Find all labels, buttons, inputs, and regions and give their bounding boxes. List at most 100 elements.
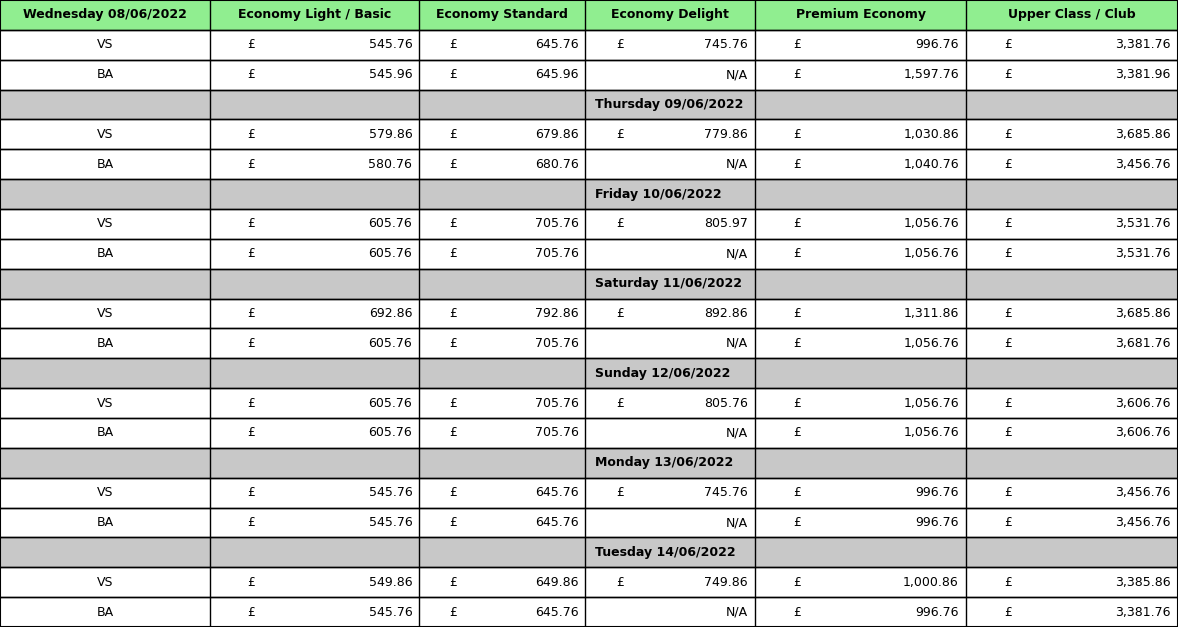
Text: 996.76: 996.76 [915, 606, 959, 619]
Text: 705.76: 705.76 [535, 337, 578, 350]
Text: 1,056.76: 1,056.76 [904, 247, 959, 260]
Text: Economy Light / Basic: Economy Light / Basic [238, 8, 391, 21]
Text: £: £ [449, 576, 457, 589]
Text: 605.76: 605.76 [369, 218, 412, 231]
Text: £: £ [247, 606, 256, 619]
Text: £: £ [449, 158, 457, 171]
Text: £: £ [793, 38, 801, 51]
Text: £: £ [449, 426, 457, 440]
Text: Sunday 12/06/2022: Sunday 12/06/2022 [595, 367, 730, 380]
Text: £: £ [247, 128, 256, 141]
Bar [0, 298, 1178, 329]
Text: 680.76: 680.76 [535, 158, 578, 171]
Bar [0, 179, 1178, 209]
Text: 3,456.76: 3,456.76 [1116, 486, 1171, 499]
Text: £: £ [616, 486, 624, 499]
Bar [0, 418, 1178, 448]
Text: BA: BA [97, 68, 113, 81]
Bar [0, 597, 1178, 627]
Text: £: £ [449, 38, 457, 51]
Text: £: £ [793, 337, 801, 350]
Text: 1,597.76: 1,597.76 [904, 68, 959, 81]
Text: £: £ [449, 516, 457, 529]
Text: Saturday 11/06/2022: Saturday 11/06/2022 [595, 277, 742, 290]
Bar [0, 358, 1178, 388]
Text: 3,531.76: 3,531.76 [1116, 218, 1171, 231]
Text: £: £ [793, 576, 801, 589]
Text: 1,056.76: 1,056.76 [904, 218, 959, 231]
Text: 1,056.76: 1,056.76 [904, 426, 959, 440]
Text: £: £ [1004, 426, 1012, 440]
Text: £: £ [449, 218, 457, 231]
Text: N/A: N/A [726, 337, 748, 350]
Text: 645.76: 645.76 [535, 606, 578, 619]
Text: N/A: N/A [726, 516, 748, 529]
Text: 605.76: 605.76 [369, 426, 412, 440]
Bar [0, 119, 1178, 149]
Text: VS: VS [97, 218, 113, 231]
Text: 805.76: 805.76 [704, 396, 748, 409]
Text: BA: BA [97, 158, 113, 171]
Text: Economy Standard: Economy Standard [437, 8, 568, 21]
Text: 1,030.86: 1,030.86 [904, 128, 959, 141]
Text: 996.76: 996.76 [915, 38, 959, 51]
Text: 3,606.76: 3,606.76 [1116, 396, 1171, 409]
Text: 1,056.76: 1,056.76 [904, 396, 959, 409]
Text: 3,681.76: 3,681.76 [1116, 337, 1171, 350]
Text: £: £ [247, 516, 256, 529]
Text: Thursday 09/06/2022: Thursday 09/06/2022 [595, 98, 743, 111]
Text: BA: BA [97, 606, 113, 619]
Text: 679.86: 679.86 [535, 128, 578, 141]
Text: 705.76: 705.76 [535, 218, 578, 231]
Text: 645.76: 645.76 [535, 486, 578, 499]
Text: £: £ [793, 516, 801, 529]
Bar [0, 149, 1178, 179]
Text: 3,456.76: 3,456.76 [1116, 158, 1171, 171]
Text: 1,000.86: 1,000.86 [904, 576, 959, 589]
Text: 545.76: 545.76 [369, 38, 412, 51]
Text: £: £ [1004, 606, 1012, 619]
Text: £: £ [247, 158, 256, 171]
Text: BA: BA [97, 516, 113, 529]
Text: 545.76: 545.76 [369, 606, 412, 619]
Text: Monday 13/06/2022: Monday 13/06/2022 [595, 456, 733, 469]
Text: Upper Class / Club: Upper Class / Club [1008, 8, 1136, 21]
Text: £: £ [793, 486, 801, 499]
Text: 605.76: 605.76 [369, 396, 412, 409]
Text: £: £ [247, 68, 256, 81]
Text: 792.86: 792.86 [535, 307, 578, 320]
Text: 892.86: 892.86 [704, 307, 748, 320]
Text: £: £ [247, 247, 256, 260]
Text: £: £ [793, 247, 801, 260]
Text: 545.76: 545.76 [369, 486, 412, 499]
Text: 1,056.76: 1,056.76 [904, 337, 959, 350]
Text: £: £ [793, 426, 801, 440]
Text: 745.76: 745.76 [704, 486, 748, 499]
Text: £: £ [449, 247, 457, 260]
Bar [0, 329, 1178, 358]
Text: 996.76: 996.76 [915, 486, 959, 499]
Text: N/A: N/A [726, 158, 748, 171]
Bar [0, 209, 1178, 239]
Text: 3,531.76: 3,531.76 [1116, 247, 1171, 260]
Text: 1,311.86: 1,311.86 [904, 307, 959, 320]
Text: N/A: N/A [726, 426, 748, 440]
Text: 649.86: 649.86 [535, 576, 578, 589]
Text: £: £ [1004, 516, 1012, 529]
Text: 692.86: 692.86 [369, 307, 412, 320]
Text: £: £ [616, 307, 624, 320]
Text: £: £ [1004, 218, 1012, 231]
Text: £: £ [616, 218, 624, 231]
Text: 805.97: 805.97 [704, 218, 748, 231]
Text: BA: BA [97, 247, 113, 260]
Text: £: £ [247, 576, 256, 589]
Text: £: £ [793, 128, 801, 141]
Text: £: £ [247, 396, 256, 409]
Text: N/A: N/A [726, 247, 748, 260]
Text: £: £ [449, 337, 457, 350]
Text: 1,040.76: 1,040.76 [904, 158, 959, 171]
Text: £: £ [793, 218, 801, 231]
Text: BA: BA [97, 337, 113, 350]
Text: £: £ [247, 486, 256, 499]
Bar [0, 30, 1178, 60]
